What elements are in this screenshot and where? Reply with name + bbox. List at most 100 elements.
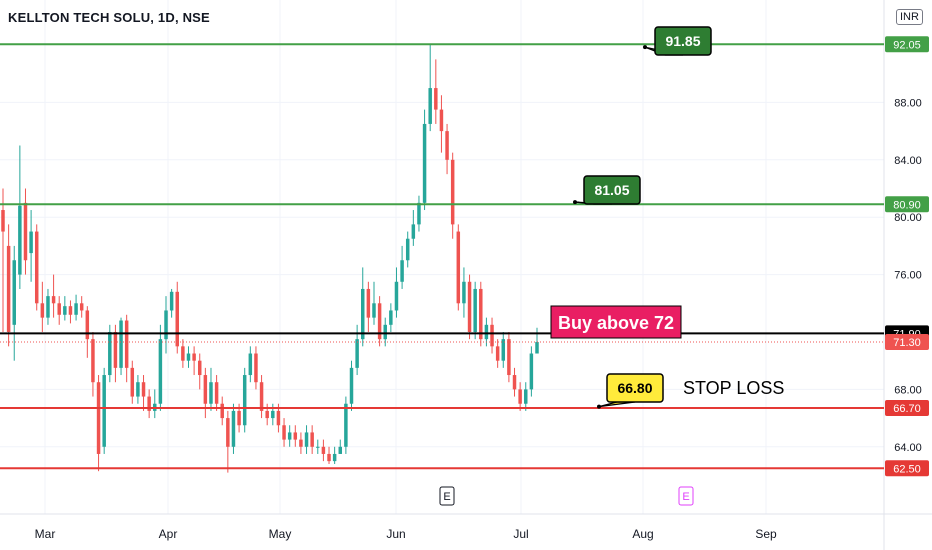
candle: [147, 389, 151, 419]
candle: [153, 389, 157, 419]
price-level-tag: 92.05: [885, 36, 929, 53]
time-tick-label: Aug: [632, 527, 653, 541]
candle: [51, 274, 56, 318]
candle-body: [344, 403, 348, 447]
candle-body: [439, 109, 444, 132]
candle: [124, 314, 129, 383]
candle-body: [203, 375, 208, 404]
candle-body: [456, 231, 461, 304]
candle-body: [91, 339, 95, 383]
candle: [467, 274, 472, 340]
candle: [377, 296, 382, 347]
candle: [259, 375, 264, 419]
candle-body: [450, 159, 455, 225]
candle: [175, 281, 179, 354]
candle: [473, 281, 477, 340]
callout-66.80: 66.80: [597, 373, 664, 409]
price-tag-label: 62.50: [893, 463, 921, 475]
candle: [479, 281, 483, 347]
time-axis[interactable]: Mar Apr May Jun Jul Aug Sep E E: [35, 486, 777, 541]
price-tick-label: 88.00: [894, 97, 922, 109]
candle-body: [271, 410, 275, 419]
buy-banner: Buy above 72: [550, 305, 682, 339]
candle: [40, 281, 45, 332]
candle-body: [383, 324, 387, 340]
candle-body: [304, 432, 309, 447]
candle: [6, 224, 11, 347]
candle-body: [231, 410, 236, 447]
candle-body: [181, 346, 185, 361]
candle-body: [321, 446, 326, 454]
price-tag-label: 92.05: [893, 39, 921, 51]
price-tag-label: 66.70: [893, 403, 921, 415]
candle: [405, 231, 410, 268]
candle: [226, 410, 230, 473]
price-tag-bg: [885, 400, 929, 417]
candle-body: [372, 303, 376, 318]
candle: [119, 317, 123, 376]
candle-body: [102, 375, 106, 447]
candle-body: [147, 396, 151, 411]
candle-body: [495, 346, 500, 361]
candlestick-series: [1, 45, 539, 473]
price-tick-label: 84.00: [894, 155, 922, 167]
candle-body: [119, 320, 123, 368]
price-tick-label: 80.00: [894, 212, 922, 224]
candle-body: [192, 353, 196, 361]
candle-body: [124, 320, 129, 368]
candle-body: [254, 353, 258, 383]
buy-banner-bg: [550, 305, 682, 339]
candle: [372, 281, 376, 325]
callout-box: [606, 373, 664, 403]
candle-body: [141, 382, 146, 397]
chart-annotations[interactable]: 91.85 81.05 66.80 Buy above 72 STOP LOSS: [550, 26, 784, 409]
price-level-tag: 62.50: [885, 460, 929, 477]
callout-label: 81.05: [594, 182, 629, 198]
price-tag-label: 80.90: [893, 199, 921, 211]
chart-title: KELLTON TECH SOLU, 1D, NSE: [8, 10, 210, 25]
earnings-marker-box: [678, 486, 694, 506]
horizontal-levels[interactable]: [0, 43, 884, 470]
candle-body: [265, 410, 269, 419]
candle: [214, 375, 219, 411]
price-axis[interactable]: 64.00 68.00 76.00 80.00 84.00 88.00 92.05 80.90…: [885, 36, 929, 477]
candle: [74, 294, 78, 321]
candle: [186, 346, 191, 368]
candle: [220, 396, 224, 426]
candle: [271, 403, 275, 426]
candle-body: [332, 453, 337, 462]
candle-body: [74, 303, 78, 315]
candle-body: [479, 288, 483, 340]
candle: [507, 331, 511, 383]
candle-body: [355, 339, 359, 368]
candle-body: [361, 288, 365, 340]
callout-anchor-dot: [573, 200, 577, 205]
candle: [130, 360, 135, 404]
time-tick-label: May: [269, 527, 292, 541]
candle-body: [400, 260, 404, 282]
price-tag-bg: [885, 460, 929, 477]
candle: [389, 303, 393, 332]
callout-box: [583, 175, 641, 205]
candle-body: [490, 324, 494, 347]
price-level-tag: 66.70: [885, 400, 929, 417]
candle: [231, 403, 236, 454]
candle: [422, 109, 427, 211]
stop-loss-label: STOP LOSS: [683, 378, 784, 398]
callout-label: 66.80: [617, 380, 652, 396]
currency-selector[interactable]: INR: [896, 9, 923, 25]
candle-body: [338, 446, 343, 454]
candle-body: [405, 238, 410, 261]
last-price-tag-bg: [885, 334, 929, 351]
candle: [254, 346, 258, 390]
candle-body: [529, 353, 534, 390]
callout-91.85: 91.85: [643, 26, 712, 56]
candle: [57, 296, 61, 325]
candle-body: [422, 123, 427, 203]
candle-body: [512, 375, 517, 390]
candle: [450, 152, 455, 239]
time-tick-label: Jun: [386, 527, 405, 541]
candle: [349, 360, 354, 411]
